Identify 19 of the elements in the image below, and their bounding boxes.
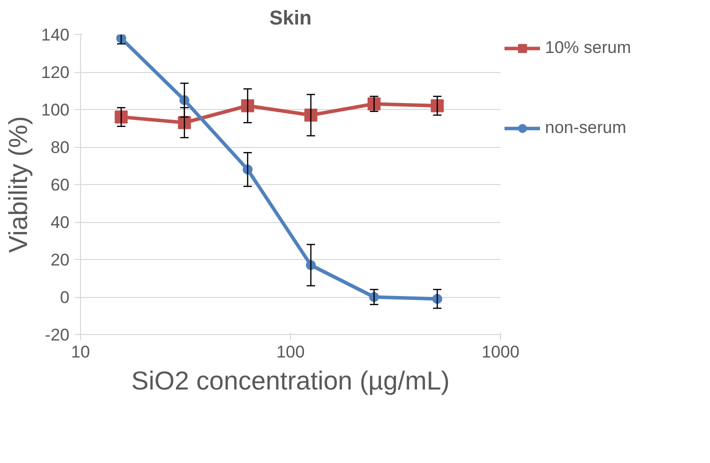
y-axis-title: Viability (%) [3,116,34,253]
y-tick-label: 40 [50,213,70,232]
y-tick-label: 0 [60,288,70,307]
chart-title: Skin [269,8,312,30]
x-axis-title: SiO2 concentration (µg/mL) [131,366,450,396]
x-tick-label: 1000 [482,342,520,362]
legend-label: 10% serum [545,38,631,58]
y-tick-label: 120 [41,63,70,82]
x-tick-label: 10 [71,342,90,362]
y-tick-label: -20 [44,326,70,344]
point [304,108,318,122]
point [241,99,254,112]
y-tick-label: 20 [50,250,70,270]
x-tick-label: 100 [276,342,305,362]
legend-label: non-serum [545,118,626,138]
y-tick-label: 80 [50,138,70,157]
y-tick-label: 100 [41,100,70,120]
y-tick-label: 60 [50,176,70,194]
y-tick-label: 140 [41,26,70,44]
